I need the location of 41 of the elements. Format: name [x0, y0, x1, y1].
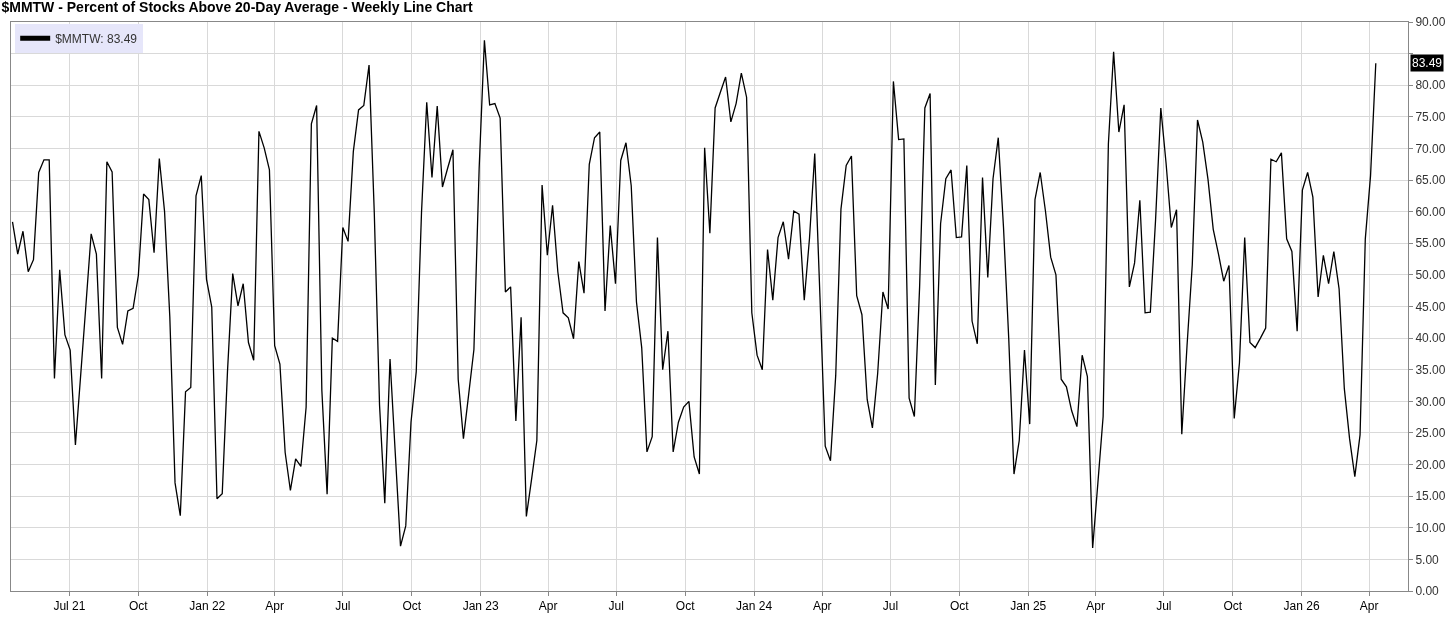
y-tick-label: 80.00 [1415, 78, 1446, 93]
x-tick-label: Jul 21 [53, 599, 86, 614]
x-tick-label: Jan 26 [1283, 599, 1320, 614]
y-tick-label: 0.00 [1415, 584, 1440, 599]
chart-title: $MMTW - Percent of Stocks Above 20-Day Average - Weekly Line Chart [1, 0, 473, 15]
y-tick-label: 20.00 [1415, 457, 1446, 472]
y-tick-label: 40.00 [1415, 331, 1446, 346]
y-tick-label: 30.00 [1415, 394, 1446, 409]
x-tick-label: Jul [608, 599, 624, 614]
y-tick-label: 60.00 [1415, 204, 1446, 219]
x-tick-label: Oct [1223, 599, 1243, 614]
y-tick-label: 45.00 [1415, 299, 1446, 314]
x-tick-label: Oct [675, 599, 696, 614]
y-tick-label: 50.00 [1415, 268, 1446, 283]
x-tick-label: Apr [1359, 599, 1379, 614]
x-tick-label: Jul [335, 599, 351, 614]
y-tick-label: 15.00 [1415, 489, 1446, 504]
x-tick-label: Jul [882, 599, 899, 614]
text: 83.49 [1412, 56, 1443, 70]
y-tick-label: 55.00 [1415, 236, 1446, 251]
y-tick-label: 5.00 [1415, 552, 1440, 567]
x-tick-label: Apr [1086, 599, 1105, 614]
x-tick-label: Jan 24 [736, 599, 773, 614]
x-tick-label: Oct [402, 599, 422, 614]
legend-label: $MMTW: 83.49 [55, 31, 138, 46]
y-tick-label: 70.00 [1415, 141, 1446, 156]
x-tick-label: Oct [129, 599, 149, 614]
x-tick-label: Jan 25 [1010, 599, 1047, 614]
x-tick-label: Oct [949, 599, 970, 614]
x-tick-label: Jan 22 [189, 599, 226, 614]
y-tick-label: 10.00 [1415, 520, 1446, 535]
x-tick-label: Apr [265, 599, 285, 614]
y-tick-label: 75.00 [1415, 110, 1446, 125]
x-tick-label: Apr [538, 599, 558, 614]
y-tick-label: 25.00 [1415, 426, 1446, 441]
y-tick-label: 65.00 [1415, 173, 1446, 188]
y-tick-label: 90.00 [1415, 15, 1446, 30]
y-tick-label: 35.00 [1415, 362, 1446, 377]
x-tick-label: Jul [1156, 599, 1172, 614]
x-tick-label: Jan 23 [462, 599, 499, 614]
x-tick-label: Apr [812, 599, 832, 614]
